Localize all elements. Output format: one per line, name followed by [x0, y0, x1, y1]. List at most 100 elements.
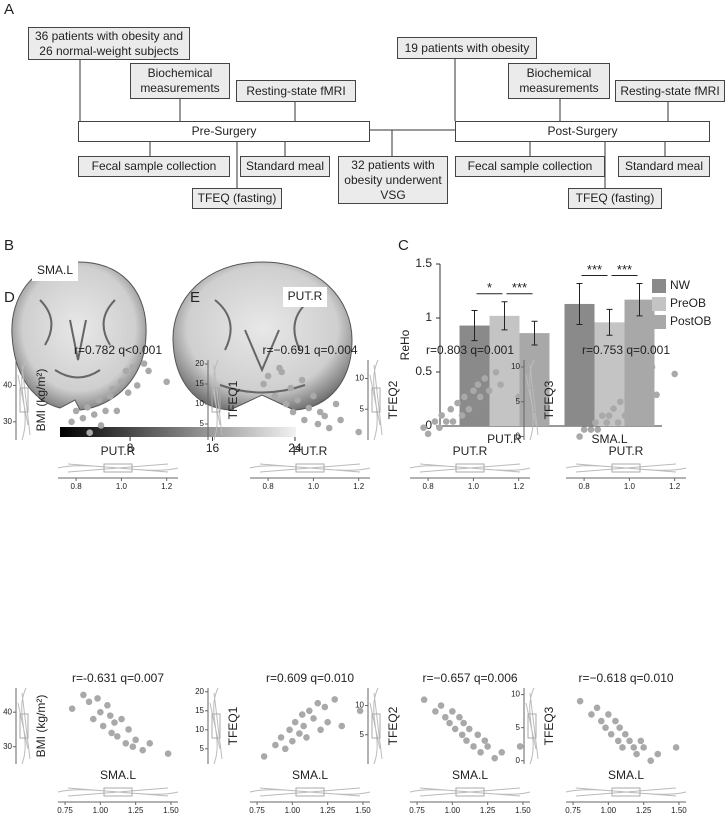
scatter-point [592, 419, 599, 426]
y-tick-label: 5 [516, 723, 521, 732]
scatter-point [580, 426, 588, 433]
scatter-point [122, 367, 130, 375]
scatter-point [432, 708, 439, 715]
diagram-node: 32 patients with obesity underwent VSG [338, 156, 448, 204]
scatter-point [438, 412, 445, 419]
scatter-point [576, 433, 583, 440]
diagram-node: Biochemical measurements [508, 63, 610, 99]
diagram-node: TFEQ (fasting) [192, 188, 282, 209]
scatter-point [264, 372, 272, 380]
scatter-point [637, 737, 645, 745]
marginal-box [103, 463, 133, 473]
scatter-point [298, 711, 306, 718]
marginal-box [611, 787, 641, 797]
scatter-point [84, 403, 91, 411]
scatter-point [637, 405, 645, 412]
scatter-point [516, 743, 524, 750]
marginal-box [527, 713, 537, 739]
marginal-violin [249, 787, 371, 797]
x-tick-label: 0.75 [57, 806, 73, 815]
scatter-point [441, 713, 449, 721]
scatter-point [104, 701, 111, 709]
scatter-point [602, 724, 609, 731]
scatter-point [146, 739, 154, 747]
scatter-point [305, 404, 313, 412]
scatter-point [470, 387, 477, 395]
y-axis-label: TFEQ1 [226, 706, 240, 745]
scatter-point [449, 708, 456, 715]
scatter-point [641, 377, 649, 385]
diagram-node: 36 patients with obesity and 26 normal-w… [28, 27, 190, 60]
marginal-box [371, 713, 381, 739]
scatter-point [451, 725, 459, 733]
x-tick-label: 0.75 [409, 806, 425, 815]
colorbar-tick-label: 16 [206, 441, 220, 455]
x-tick-label: 0.75 [565, 806, 581, 815]
marginal-violin [565, 787, 687, 797]
scatter-point [296, 730, 303, 737]
scatter-point [325, 424, 333, 432]
error-bar [531, 320, 538, 346]
scatter-point [282, 400, 290, 408]
scatter-point [424, 430, 432, 438]
scatter-point [260, 380, 267, 388]
scatter-point [163, 378, 170, 386]
y-tick-label: 10 [511, 362, 520, 371]
scatter-point [109, 385, 116, 393]
y-tick-label: 0 [425, 418, 432, 432]
scatter-point [97, 708, 104, 716]
x-tick-label: 1.2 [353, 482, 365, 491]
marginal-box [371, 387, 381, 413]
panel-label: B [4, 237, 14, 254]
x-tick-label: 1.00 [601, 806, 617, 815]
y-tick-label: 10 [355, 374, 364, 383]
scatter-point [612, 717, 619, 725]
y-axis-label: BMI (kg/m²) [34, 695, 48, 758]
marginal-box [295, 463, 325, 473]
scatter-point [458, 412, 466, 419]
x-tick-label: 1.00 [93, 806, 109, 815]
y-axis-label: TFEQ1 [226, 380, 240, 419]
x-tick-label: 1.00 [445, 806, 461, 815]
scatter-point [632, 384, 640, 392]
scatter-point [133, 382, 141, 389]
scatter-point [286, 726, 293, 734]
x-tick-label: 1.0 [116, 482, 128, 491]
scatter-point [621, 730, 629, 738]
scatter-point [465, 725, 473, 733]
y-axis-label: TFEQ2 [386, 706, 400, 745]
scatter-point [431, 418, 439, 425]
scatter-point [654, 750, 662, 758]
scatter-point [672, 744, 680, 751]
scatter-point [594, 426, 601, 433]
y-tick-label: 5 [200, 419, 205, 428]
scatter-point [614, 737, 622, 745]
scatter-point [630, 744, 638, 751]
x-tick-label: 0.8 [263, 482, 275, 491]
x-tick-label: 1.0 [468, 482, 480, 491]
scatter-point [314, 420, 322, 428]
marginal-violin [525, 687, 539, 765]
scatter-point [272, 741, 279, 749]
scatter-point [281, 745, 289, 753]
scatter-point [317, 726, 324, 734]
legend-label: PreOB [670, 296, 706, 310]
marginal-violin [57, 463, 179, 473]
scatter-point [294, 396, 301, 404]
marginal-box [211, 387, 221, 413]
scatter-point [108, 729, 115, 737]
marginal-box [103, 787, 133, 797]
panel-label: E [190, 289, 200, 306]
x-tick-label: 1.0 [308, 482, 320, 491]
marginal-violin [409, 787, 531, 797]
scatter-point [605, 412, 613, 419]
colorbar [60, 427, 296, 437]
scatter-point [460, 719, 467, 727]
scatter-point [310, 392, 317, 400]
scatter-point [260, 753, 268, 760]
y-axis-label: TFEQ2 [386, 380, 400, 419]
scatter-point [626, 737, 633, 745]
diagram-node: Fecal sample collection [78, 156, 230, 177]
x-tick-label: 1.50 [163, 806, 179, 815]
